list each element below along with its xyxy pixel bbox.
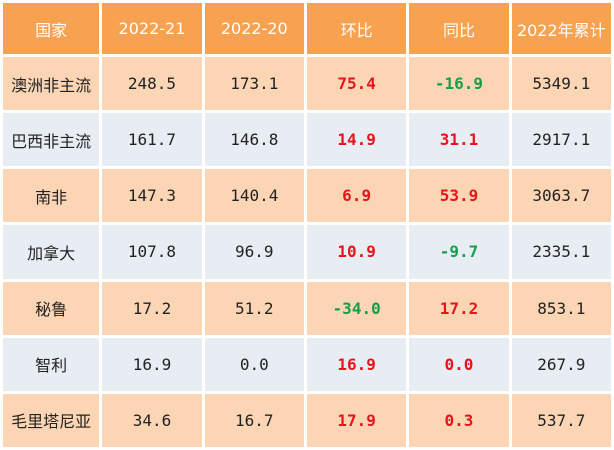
cell-yoy: 17.2: [409, 281, 509, 335]
cell-2022-21: 248.5: [102, 57, 202, 111]
cell-mom: 6.9: [306, 169, 407, 223]
cell-yoy: -16.9: [409, 57, 509, 111]
cell-country: 南非: [3, 169, 100, 223]
table-row: 毛里塔尼亚 34.6 16.7 17.9 0.3 537.7: [3, 393, 611, 447]
header-ytd: 2022年累计: [511, 3, 611, 54]
cell-mom: 10.9: [306, 225, 407, 279]
cell-mom: 16.9: [306, 337, 407, 391]
table-row: 智利 16.9 0.0 16.9 0.0 267.9: [3, 337, 611, 391]
cell-ytd: 2917.1: [511, 113, 611, 167]
cell-ytd: 267.9: [511, 337, 611, 391]
header-country: 国家: [3, 3, 100, 54]
cell-country: 智利: [3, 337, 100, 391]
cell-yoy: -9.7: [409, 225, 509, 279]
cell-2022-21: 161.7: [102, 113, 202, 167]
cell-2022-21: 107.8: [102, 225, 202, 279]
cell-yoy: 31.1: [409, 113, 509, 167]
cell-2022-21: 16.9: [102, 337, 202, 391]
header-row: 国家 2022-21 2022-20 环比 同比 2022年累计: [3, 3, 611, 54]
cell-country: 秘鲁: [3, 281, 100, 335]
table-row: 加拿大 107.8 96.9 10.9 -9.7 2335.1: [3, 225, 611, 279]
cell-country: 巴西非主流: [3, 113, 100, 167]
cell-2022-20: 0.0: [204, 337, 304, 391]
table-row: 巴西非主流 161.7 146.8 14.9 31.1 2917.1: [3, 113, 611, 167]
cell-2022-20: 16.7: [204, 393, 304, 447]
cell-2022-20: 96.9: [204, 225, 304, 279]
cell-mom: 75.4: [306, 57, 407, 111]
cell-mom: -34.0: [306, 281, 407, 335]
cell-ytd: 537.7: [511, 393, 611, 447]
table-row: 秘鲁 17.2 51.2 -34.0 17.2 853.1: [3, 281, 611, 335]
cell-2022-20: 173.1: [204, 57, 304, 111]
cell-yoy: 0.0: [409, 337, 509, 391]
cell-2022-20: 140.4: [204, 169, 304, 223]
cell-2022-21: 17.2: [102, 281, 202, 335]
cell-2022-21: 34.6: [102, 393, 202, 447]
cell-2022-20: 51.2: [204, 281, 304, 335]
cell-2022-21: 147.3: [102, 169, 202, 223]
cell-country: 澳洲非主流: [3, 57, 100, 111]
header-mom: 环比: [306, 3, 407, 54]
table-row: 澳洲非主流 248.5 173.1 75.4 -16.9 5349.1: [3, 57, 611, 111]
cell-country: 毛里塔尼亚: [3, 393, 100, 447]
cell-yoy: 53.9: [409, 169, 509, 223]
header-2022-20: 2022-20: [204, 3, 304, 54]
header-yoy: 同比: [409, 3, 509, 54]
cell-ytd: 3063.7: [511, 169, 611, 223]
cell-mom: 17.9: [306, 393, 407, 447]
cell-ytd: 5349.1: [511, 57, 611, 111]
cell-country: 加拿大: [3, 225, 100, 279]
cell-2022-20: 146.8: [204, 113, 304, 167]
cell-ytd: 853.1: [511, 281, 611, 335]
cell-yoy: 0.3: [409, 393, 509, 447]
cell-ytd: 2335.1: [511, 225, 611, 279]
header-2022-21: 2022-21: [102, 3, 202, 54]
cell-mom: 14.9: [306, 113, 407, 167]
table-row: 南非 147.3 140.4 6.9 53.9 3063.7: [3, 169, 611, 223]
